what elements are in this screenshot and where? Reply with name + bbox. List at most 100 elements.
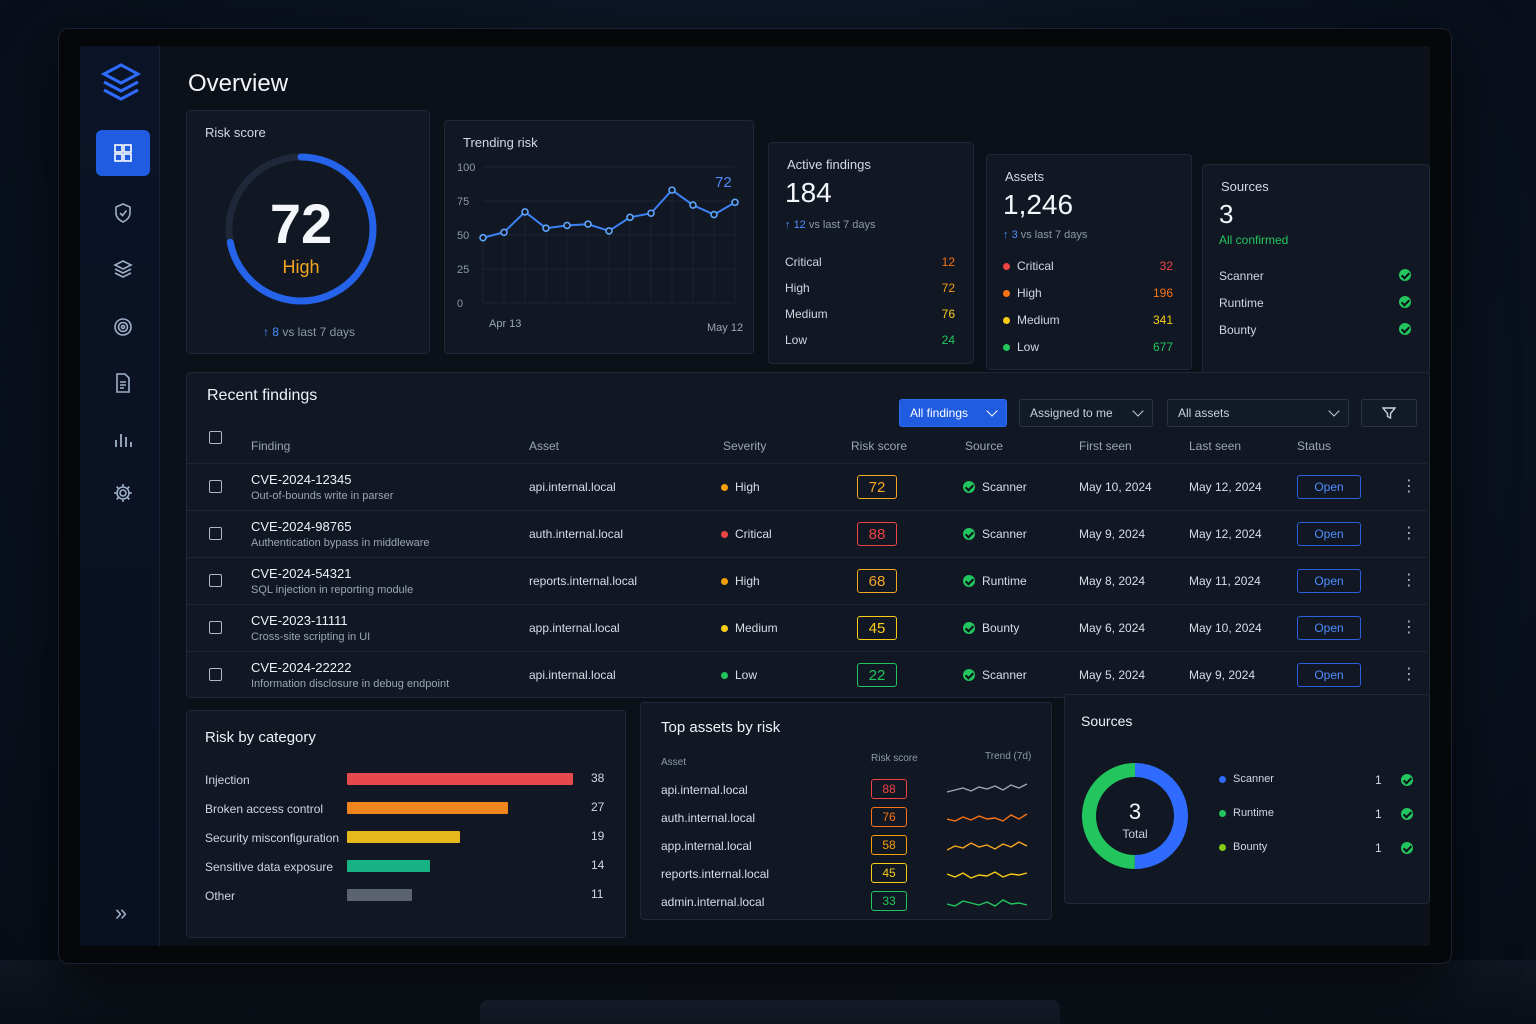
column-finding[interactable]: Finding (251, 439, 291, 453)
active-findings-delta: ↑ 12 vs last 7 days (785, 219, 876, 231)
sidebar-item-analytics[interactable] (96, 416, 150, 462)
filter-button[interactable] (1361, 399, 1417, 427)
severity-count: 12 (941, 255, 955, 269)
data-point (584, 220, 592, 228)
gear-icon (114, 484, 132, 502)
status-button[interactable]: Open (1297, 616, 1361, 640)
check-icon (963, 622, 975, 634)
finding-asset[interactable]: api.internal.local (529, 668, 616, 682)
finding-asset[interactable]: reports.internal.local (529, 574, 638, 588)
top-asset-name[interactable]: reports.internal.local (661, 867, 770, 881)
sidebar-item-reports[interactable] (96, 360, 150, 406)
finding-asset[interactable]: auth.internal.local (529, 527, 624, 541)
category-value: 11 (591, 887, 604, 901)
finding-id[interactable]: CVE-2024-54321 (251, 566, 352, 581)
data-point (626, 213, 634, 222)
collapse-sidebar-button[interactable]: » (114, 900, 128, 925)
top-asset-name[interactable]: admin.internal.local (661, 895, 765, 909)
more-options-icon[interactable]: ⋮ (1401, 525, 1417, 542)
sidebar-item-settings[interactable] (96, 470, 150, 516)
more-options-icon[interactable]: ⋮ (1401, 666, 1417, 683)
trending-risk-card: Trending risk 100 75 50 25 0 72 Apr 13 May 12 (444, 120, 754, 354)
column-status[interactable]: Status (1297, 439, 1332, 453)
risk-score-card: Risk score 72 High ↑ 8 vs last 7 days (186, 110, 430, 354)
sidebar-item-security[interactable] (96, 190, 150, 236)
status-button[interactable]: Open (1297, 569, 1361, 593)
table-row[interactable]: CVE-2024-98765 Authentication bypass in m… (187, 510, 1427, 557)
more-options-icon[interactable]: ⋮ (1401, 572, 1417, 589)
legend-dot (1219, 843, 1226, 851)
severity-row: High 72 (785, 281, 955, 295)
sources-title: Sources (1221, 179, 1269, 194)
column-severity[interactable]: Severity (723, 439, 767, 453)
finding-id[interactable]: CVE-2024-12345 (251, 472, 352, 487)
table-row[interactable]: CVE-2024-54321 SQL injection in reporting… (187, 557, 1427, 604)
row-checkbox[interactable] (209, 574, 222, 587)
finding-id[interactable]: CVE-2024-98765 (251, 519, 352, 534)
more-options-icon[interactable]: ⋮ (1401, 478, 1417, 495)
sources-card: Sources 3 All confirmed Scanner Runtime Bo… (1202, 164, 1430, 376)
finding-id[interactable]: CVE-2023-11111 (251, 613, 348, 628)
status-button[interactable]: Open (1297, 475, 1361, 499)
status-button[interactable]: Open (1297, 522, 1361, 546)
severity-label: Low (785, 333, 808, 347)
all-assets-dropdown[interactable]: All assets (1167, 399, 1349, 427)
finding-id[interactable]: CVE-2024-22222 (251, 660, 352, 675)
table-row[interactable]: CVE-2024-12345 Out-of-bounds write in par… (187, 463, 1427, 510)
recent-findings-title: Recent findings (207, 387, 318, 404)
first-seen: May 10, 2024 (1079, 480, 1152, 494)
table-row[interactable]: CVE-2024-22222 Information disclosure in … (187, 651, 1427, 698)
source-row: Bounty (1219, 323, 1411, 337)
asset-severity-row: High 196 (1003, 286, 1173, 300)
asset-severity-count: 341 (1152, 313, 1173, 327)
sidebar-item-dashboard[interactable] (96, 130, 150, 176)
all-findings-dropdown[interactable]: All findings (899, 399, 1007, 427)
finding-asset[interactable]: api.internal.local (529, 480, 616, 494)
table-row[interactable]: CVE-2023-11111 Cross-site scripting in UI… (187, 604, 1427, 651)
page-title: Overview (188, 70, 289, 97)
y-tick-label: 75 (457, 196, 469, 208)
y-tick-label: 100 (457, 162, 475, 174)
row-checkbox[interactable] (209, 480, 222, 493)
assigned-to-me-dropdown[interactable]: Assigned to me (1019, 399, 1153, 427)
asset-severity-row: Low 677 (1003, 340, 1173, 354)
top-asset-name[interactable]: auth.internal.local (661, 811, 756, 825)
finding-description: Cross-site scripting in UI (251, 631, 371, 643)
active-findings-title: Active findings (787, 157, 871, 172)
finding-description: Information disclosure in debug endpoint (251, 678, 450, 690)
asset-severity-label: High (1003, 286, 1042, 300)
top-asset-score: 45 (871, 863, 907, 883)
row-checkbox[interactable] (209, 621, 222, 634)
row-checkbox[interactable] (209, 527, 222, 540)
data-point (668, 186, 676, 194)
top-asset-name[interactable]: api.internal.local (661, 783, 748, 797)
trend-sparkline (947, 871, 1028, 879)
y-tick-label: 0 (457, 298, 463, 310)
donut-slice (1082, 763, 1188, 869)
check-icon (963, 575, 975, 587)
column-asset[interactable]: Asset (529, 439, 560, 453)
column-risk-score[interactable]: Risk score (851, 439, 908, 453)
top-assets-col-asset: Asset (661, 757, 687, 768)
sidebar-item-targets[interactable] (96, 304, 150, 350)
finding-asset[interactable]: app.internal.local (529, 621, 620, 635)
sidebar-item-layers[interactable] (96, 246, 150, 292)
select-all-checkbox[interactable] (209, 431, 222, 444)
chevron-down-icon (986, 405, 998, 417)
risk-score-gauge (225, 153, 377, 305)
assets-title: Assets (1005, 169, 1045, 184)
source-row: Runtime (1219, 296, 1411, 310)
column-last-seen[interactable]: Last seen (1189, 439, 1242, 453)
status-button[interactable]: Open (1297, 663, 1361, 687)
finding-description: Authentication bypass in middleware (251, 537, 430, 549)
data-point (605, 227, 613, 235)
first-seen: May 6, 2024 (1079, 621, 1146, 635)
row-checkbox[interactable] (209, 668, 222, 681)
monitor-base (480, 1000, 1060, 1024)
data-point (479, 233, 487, 242)
more-options-icon[interactable]: ⋮ (1401, 619, 1417, 636)
column-first-seen[interactable]: First seen (1079, 439, 1132, 453)
column-source[interactable]: Source (965, 439, 1004, 453)
top-asset-name[interactable]: app.internal.local (661, 839, 752, 853)
risk-score-value: 72 (269, 192, 333, 255)
